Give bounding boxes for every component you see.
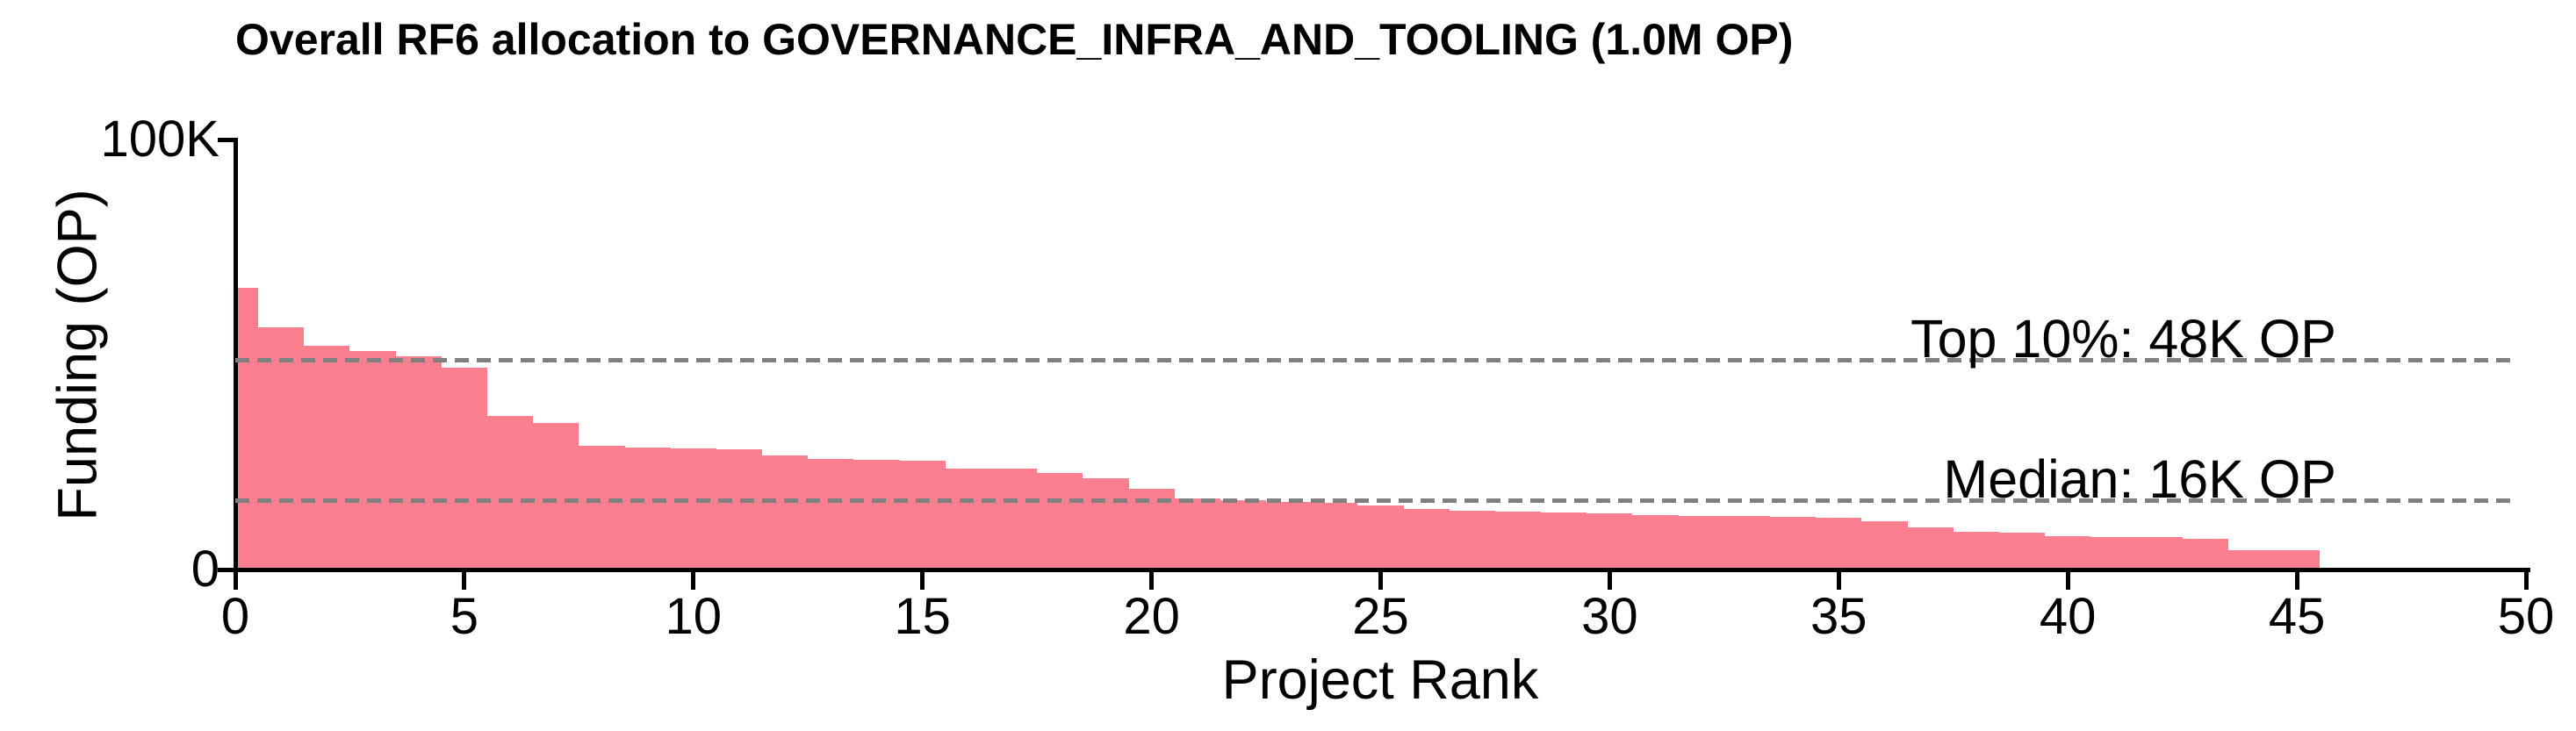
x-tick-label-10: 10 (665, 588, 723, 645)
x-tick-mark-5 (462, 571, 467, 590)
bar-rank-31 (1632, 514, 1679, 570)
top-10-percent-line-label: Top 10%: 48K OP (1910, 308, 2336, 369)
bar-rank-40 (2045, 535, 2091, 570)
bar-rank-1 (258, 326, 305, 570)
x-tick-label-45: 45 (2268, 588, 2326, 645)
bar-rank-43 (2182, 538, 2228, 570)
bar-rank-45 (2274, 550, 2321, 570)
x-tick-label-15: 15 (894, 588, 951, 645)
bar-rank-42 (2136, 537, 2183, 570)
y-tick-mark-100K (218, 137, 235, 142)
bar-rank-19 (1083, 478, 1129, 570)
x-tick-label-20: 20 (1123, 588, 1180, 645)
bar-rank-37 (1907, 527, 1954, 570)
bar-rank-17 (990, 469, 1038, 570)
bar-rank-21 (1174, 498, 1220, 570)
bar-rank-16 (945, 468, 991, 570)
x-tick-mark-20 (1149, 571, 1155, 590)
x-tick-label-35: 35 (1810, 588, 1867, 645)
bar-rank-25 (1357, 505, 1404, 570)
x-tick-mark-35 (1836, 571, 1841, 590)
bar-rank-10 (670, 448, 716, 570)
bar-rank-8 (579, 446, 625, 570)
bar-rank-15 (899, 460, 946, 570)
bar-rank-44 (2227, 549, 2274, 570)
bar-rank-34 (1770, 516, 1817, 570)
x-tick-mark-0 (233, 571, 238, 590)
bar-rank-36 (1861, 521, 1908, 570)
bar-rank-41 (2090, 536, 2137, 570)
x-axis-label: Project Rank (1221, 649, 1539, 711)
bar-rank-9 (624, 447, 671, 570)
x-tick-label-0: 0 (220, 588, 250, 645)
bar-rank-32 (1678, 515, 1724, 570)
bar-rank-2 (304, 346, 350, 570)
bar-rank-24 (1312, 502, 1358, 570)
median-line (235, 498, 2516, 504)
bar-rank-33 (1723, 516, 1771, 570)
bar-rank-30 (1587, 513, 1633, 570)
x-tick-mark-10 (691, 571, 696, 590)
median-line-label: Median: 16K OP (1943, 448, 2336, 509)
bar-rank-35 (1816, 517, 1862, 570)
y-tick-label-100K: 100K (100, 111, 219, 168)
chart-title: Overall RF6 allocation to GOVERNANCE_INF… (235, 15, 1794, 64)
x-tick-label-25: 25 (1352, 588, 1409, 645)
bar-rank-22 (1220, 499, 1267, 570)
y-axis-spine (233, 137, 238, 572)
bar-rank-4 (395, 355, 442, 570)
bar-rank-23 (1266, 501, 1313, 570)
bar-rank-12 (762, 455, 809, 570)
x-tick-mark-15 (920, 571, 925, 590)
x-tick-mark-30 (1607, 571, 1612, 590)
x-tick-mark-45 (2294, 571, 2299, 590)
x-tick-mark-25 (1378, 571, 1383, 590)
x-tick-mark-40 (2065, 571, 2070, 590)
y-tick-label-0: 0 (191, 541, 219, 598)
bar-rank-0 (235, 288, 259, 570)
x-tick-label-5: 5 (450, 588, 479, 645)
bar-rank-7 (533, 423, 579, 570)
bar-rank-38 (1953, 531, 1999, 570)
bar-rank-3 (349, 350, 396, 570)
bar-rank-28 (1494, 512, 1542, 570)
x-tick-label-50: 50 (2497, 588, 2555, 645)
bar-rank-5 (441, 367, 487, 570)
x-tick-mark-50 (2523, 571, 2529, 590)
bar-rank-39 (1998, 533, 2046, 570)
bar-rank-29 (1541, 512, 1587, 570)
bar-rank-18 (1037, 473, 1083, 570)
bars-container (235, 123, 2527, 570)
x-axis-spine (233, 567, 2530, 572)
x-tick-label-40: 40 (2039, 588, 2097, 645)
bar-rank-6 (486, 416, 534, 570)
bar-rank-11 (716, 449, 763, 570)
y-tick-mark-0 (218, 567, 235, 572)
top-10-percent-line (235, 358, 2516, 363)
bar-rank-13 (808, 459, 854, 570)
bar-rank-14 (853, 460, 900, 570)
x-tick-label-30: 30 (1581, 588, 1638, 645)
bar-rank-27 (1449, 511, 1495, 570)
bar-rank-26 (1403, 508, 1450, 570)
